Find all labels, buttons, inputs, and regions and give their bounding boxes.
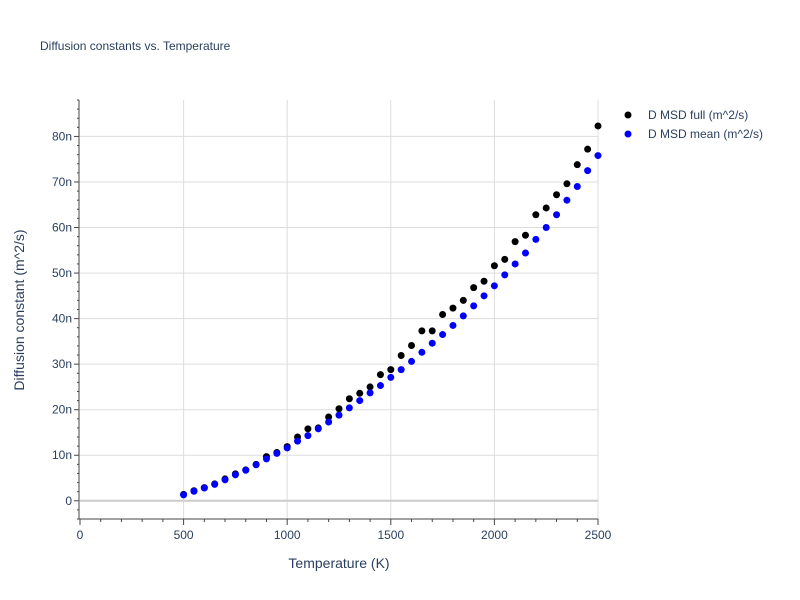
data-point-mean	[532, 235, 540, 243]
x-axis-label: Temperature (K)	[288, 555, 389, 571]
data-point-full	[325, 413, 333, 421]
data-point-mean	[553, 211, 561, 219]
y-tick-label: 60n	[52, 221, 72, 235]
chart-title: Diffusion constants vs. Temperature	[40, 39, 231, 53]
data-point-full	[532, 211, 540, 219]
data-point-full	[511, 238, 519, 246]
x-tick-label: 1500	[377, 528, 404, 542]
data-point-full	[356, 389, 364, 397]
data-point-full	[439, 311, 447, 319]
data-point-full	[459, 296, 467, 304]
data-point-mean	[200, 484, 208, 492]
data-point-full	[594, 122, 602, 130]
data-point-mean	[397, 366, 405, 374]
legend-marker	[624, 111, 632, 119]
data-point-mean	[521, 249, 529, 257]
data-point-full	[470, 284, 478, 292]
data-point-full	[480, 277, 488, 285]
data-point-full	[584, 145, 592, 153]
data-point-mean	[252, 461, 260, 469]
data-point-mean	[418, 348, 426, 356]
y-tick-label: 40n	[52, 312, 72, 326]
data-point-mean	[428, 339, 436, 347]
y-tick-label: 0	[65, 494, 72, 508]
data-point-full	[418, 327, 426, 335]
x-tick-label: 0	[77, 528, 84, 542]
data-point-mean	[180, 491, 188, 499]
data-point-mean	[449, 321, 457, 329]
data-point-mean	[511, 260, 519, 268]
legend: D MSD full (m^2/s) D MSD mean (m^2/s)	[624, 108, 763, 141]
data-point-mean	[314, 425, 322, 433]
data-point-mean	[501, 271, 509, 279]
data-point-full	[428, 327, 436, 335]
data-point-mean	[439, 331, 447, 339]
data-point-full	[376, 371, 384, 379]
data-point-full	[366, 383, 374, 391]
data-point-full	[542, 204, 550, 212]
data-point-mean	[283, 444, 291, 452]
data-point-full	[335, 405, 343, 413]
data-point-mean	[242, 466, 250, 474]
data-point-full	[521, 231, 529, 239]
data-point-mean	[376, 382, 384, 390]
x-tick-label: 2000	[481, 528, 508, 542]
y-axis-label: Diffusion constant (m^2/s)	[11, 229, 27, 390]
data-point-full	[387, 366, 395, 374]
data-point-full	[501, 255, 509, 263]
x-tick-label: 2500	[585, 528, 612, 542]
data-point-mean	[231, 471, 239, 479]
data-point-mean	[490, 282, 498, 290]
data-point-mean	[325, 418, 333, 426]
plot-area: 0 500 1000 1500 2000 2500 0 10n 20n 30n 40n 50n 60n 7…	[52, 99, 612, 542]
data-point-mean	[211, 480, 219, 488]
data-point-mean	[480, 292, 488, 300]
legend-label: D MSD full (m^2/s)	[648, 108, 748, 122]
data-point-full	[553, 191, 561, 199]
y-tick-label: 20n	[52, 403, 72, 417]
data-point-mean	[470, 302, 478, 310]
data-point-mean	[573, 183, 581, 191]
data-point-full	[573, 161, 581, 169]
y-tick-label: 10n	[52, 448, 72, 462]
y-tick-label: 70n	[52, 175, 72, 189]
x-tick-label: 500	[174, 528, 194, 542]
y-tick-label: 50n	[52, 266, 72, 280]
data-point-mean	[366, 389, 374, 397]
data-point-mean	[273, 449, 281, 457]
y-tick-label: 80n	[52, 129, 72, 143]
legend-label: D MSD mean (m^2/s)	[648, 127, 763, 141]
data-point-mean	[563, 196, 571, 204]
data-point-mean	[335, 411, 343, 419]
data-point-full	[304, 425, 312, 433]
data-point-mean	[387, 373, 395, 381]
legend-marker	[624, 130, 632, 138]
y-tick-label: 30n	[52, 357, 72, 371]
data-point-mean	[190, 487, 198, 495]
data-point-mean	[594, 152, 602, 160]
data-point-full	[408, 341, 416, 349]
data-point-mean	[294, 437, 302, 445]
data-point-mean	[408, 357, 416, 365]
data-point-mean	[459, 312, 467, 320]
data-point-full	[449, 304, 457, 312]
data-point-mean	[356, 397, 364, 405]
data-point-full	[397, 351, 405, 359]
data-point-mean	[584, 167, 592, 175]
data-point-mean	[221, 476, 229, 484]
x-tick-label: 1000	[274, 528, 301, 542]
data-point-full	[563, 180, 571, 188]
data-point-full	[345, 395, 353, 403]
data-point-mean	[345, 404, 353, 412]
data-point-full	[490, 262, 498, 270]
data-point-mean	[542, 224, 550, 232]
data-point-mean	[304, 432, 312, 440]
data-point-mean	[262, 455, 270, 463]
